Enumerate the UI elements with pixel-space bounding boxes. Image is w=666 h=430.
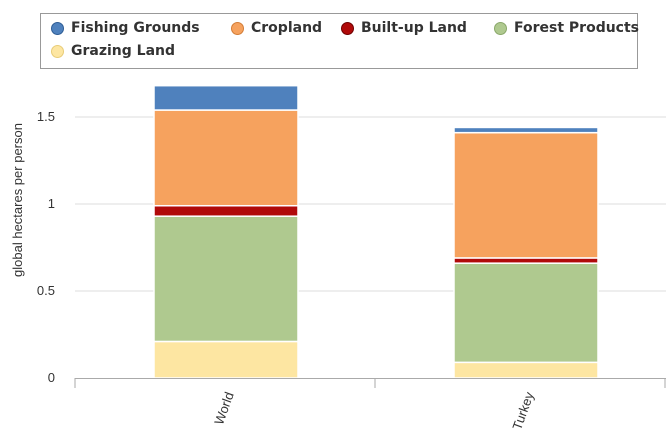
legend-label: Fishing Grounds (71, 20, 200, 36)
y-tick-label: 1.5 (37, 109, 55, 124)
legend-item-fishing-grounds[interactable]: Fishing Grounds (51, 20, 200, 36)
bar-segment-forest-products[interactable] (453, 262, 599, 364)
y-tick-label: 0.5 (37, 283, 55, 298)
bar-segment-cropland[interactable] (453, 131, 599, 259)
legend-label: Grazing Land (71, 43, 176, 59)
legend-swatch-built-up-land (341, 21, 354, 35)
bar-segment-fishing-grounds[interactable] (453, 126, 599, 134)
legend-item-cropland[interactable]: Cropland (231, 20, 322, 36)
bar-stack-world (153, 84, 299, 379)
legend-swatch-fishing-grounds (51, 21, 64, 35)
bar-stacks (153, 84, 599, 379)
bar-segment-built-up-land[interactable] (153, 204, 299, 217)
x-tick-label: Turkey (509, 389, 537, 430)
legend-item-forest-products[interactable]: Forest Products (494, 20, 639, 36)
legend-label: Built-up Land (361, 20, 467, 36)
bar-segment-fishing-grounds[interactable] (153, 84, 299, 111)
y-axis-title: global hectares per person (10, 123, 25, 277)
bar-segment-cropland[interactable] (153, 109, 299, 207)
y-tick-label: 0 (48, 370, 55, 385)
bar-segment-forest-products[interactable] (153, 215, 299, 343)
bar-segment-grazing-land[interactable] (153, 340, 299, 379)
legend-swatch-forest-products (494, 21, 507, 35)
bar-segment-grazing-land[interactable] (453, 361, 599, 379)
y-tick-label: 1 (48, 196, 55, 211)
bar-segment-built-up-land[interactable] (453, 257, 599, 264)
legend-item-grazing-land[interactable]: Grazing Land (51, 43, 175, 59)
chart-legend: Fishing Grounds Cropland Built-up Land F… (40, 13, 639, 69)
legend-swatch-cropland (231, 21, 244, 35)
legend-label: Cropland (251, 20, 323, 36)
bar-stack-turkey (453, 126, 599, 379)
legend-swatch-grazing-land (51, 44, 64, 58)
x-tick-label: World (211, 390, 237, 427)
legend-item-built-up-land[interactable]: Built-up Land (341, 20, 467, 36)
legend-label: Forest Products (514, 20, 640, 36)
